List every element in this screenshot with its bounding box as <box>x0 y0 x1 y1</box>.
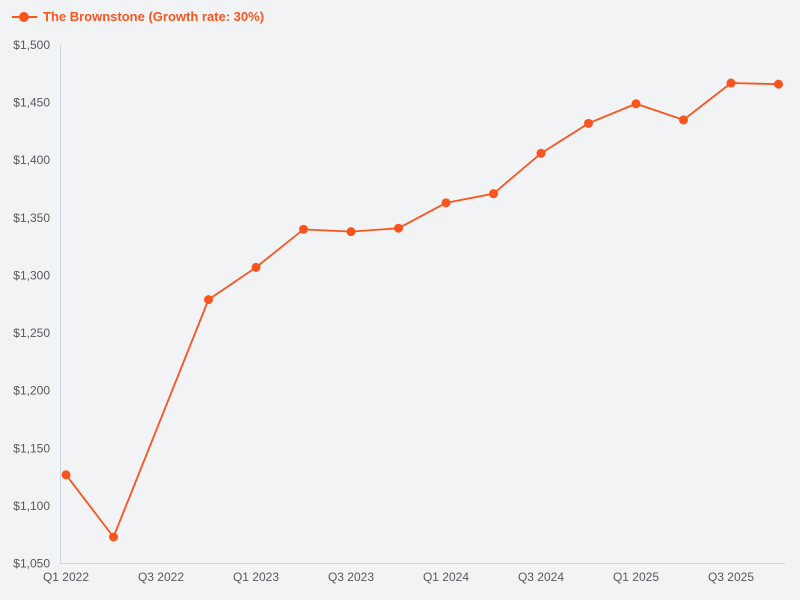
data-point-marker-q4-2023[interactable] <box>394 223 403 233</box>
x-axis-tick-label: Q3 2024 <box>518 570 564 584</box>
series-line <box>65 82 779 539</box>
data-point-marker-q4-2025[interactable] <box>774 79 783 89</box>
legend: The Brownstone (Growth rate: 30%) <box>12 9 264 24</box>
y-axis-tick-label: $1,350 <box>13 211 50 225</box>
data-point-marker-q1-2023[interactable] <box>251 262 261 272</box>
data-point-marker-q1-2022[interactable] <box>61 470 71 480</box>
y-axis-tick-label: $1,100 <box>13 499 50 513</box>
y-axis-tick-label: $1,200 <box>13 384 50 398</box>
x-axis-tick-label: Q1 2024 <box>423 570 469 584</box>
legend-label: The Brownstone (Growth rate: 30%) <box>43 9 265 24</box>
x-axis-tick-label: Q1 2022 <box>43 570 89 584</box>
x-axis-tick-label: Q1 2025 <box>613 570 659 584</box>
series-marker-dot <box>19 11 29 22</box>
y-axis-tick-label: $1,300 <box>13 268 50 282</box>
y-axis-tick-label: $1,500 <box>13 38 50 52</box>
data-point-marker-q3-2025[interactable] <box>726 78 736 88</box>
data-point-marker-q2-2025[interactable] <box>679 115 688 125</box>
data-point-marker-q2-2024[interactable] <box>489 189 498 199</box>
x-axis-tick-label: Q3 2023 <box>328 570 374 584</box>
data-point-marker-q3-2023[interactable] <box>346 227 356 237</box>
data-point-marker-q3-2024[interactable] <box>536 148 546 158</box>
data-point-marker-q2-2022[interactable] <box>109 532 118 542</box>
y-axis-tick-label: $1,250 <box>13 326 50 340</box>
y-axis-tick-label: $1,450 <box>13 96 50 110</box>
legend-item-the-brownstone[interactable]: The Brownstone (Growth rate: 30%) <box>12 9 264 24</box>
data-point-marker-q1-2024[interactable] <box>441 198 451 208</box>
x-axis-tick-label: Q3 2025 <box>708 570 754 584</box>
axis-lines <box>60 45 785 564</box>
series-marker-icon <box>12 11 37 23</box>
data-point-marker-q4-2022[interactable] <box>204 295 213 305</box>
data-point-marker-q2-2023[interactable] <box>299 224 308 234</box>
y-axis-tick-label: $1,400 <box>13 153 50 167</box>
x-axis-tick-label: Q3 2022 <box>138 570 184 584</box>
data-point-marker-q1-2025[interactable] <box>631 99 641 109</box>
x-axis-tick-label: Q1 2023 <box>233 570 279 584</box>
y-axis-tick-label: $1,050 <box>13 557 50 571</box>
data-point-marker-q4-2024[interactable] <box>584 118 593 128</box>
y-axis-tick-label: $1,150 <box>13 441 50 455</box>
